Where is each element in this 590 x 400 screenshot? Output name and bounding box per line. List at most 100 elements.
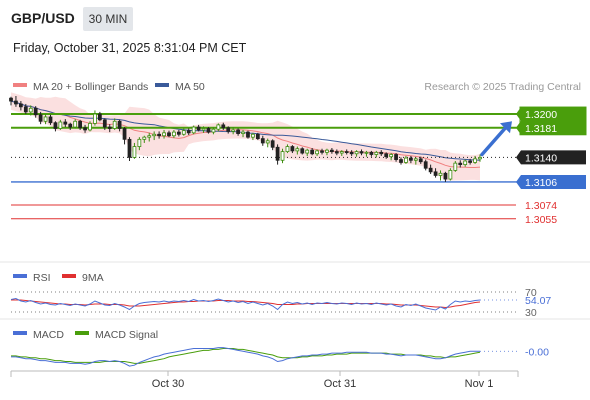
candle-body	[374, 151, 379, 155]
ma9-legend-swatch	[62, 274, 76, 278]
candle-body	[369, 151, 374, 155]
candle-body	[334, 151, 339, 154]
ma50-line	[10, 100, 481, 161]
candle-body	[285, 146, 290, 153]
macd-last-label: -0.00	[525, 346, 549, 358]
level-label-support: 1.3055	[525, 214, 557, 226]
candle-body	[147, 135, 152, 138]
level-tag-pivot	[516, 174, 586, 189]
level-label-resistance: 1.3200	[525, 109, 557, 121]
candle-body	[344, 151, 349, 154]
candle-body	[68, 123, 73, 128]
candle-body	[458, 162, 463, 166]
candle-body	[112, 120, 117, 129]
candle-body	[23, 106, 28, 113]
candle-body	[137, 138, 142, 147]
forecast-arrow-head	[500, 121, 512, 134]
candle-body	[409, 157, 413, 161]
level-tag-resistance	[516, 107, 586, 122]
candle-body	[404, 157, 408, 163]
candle-body	[152, 133, 157, 137]
candle-body	[478, 156, 482, 160]
level-label-support: 1.3074	[525, 200, 557, 212]
candle-body	[379, 151, 384, 155]
macd-panel: -0.00	[11, 346, 549, 367]
x-tick-label: Oct 30	[152, 378, 184, 390]
candle-body	[78, 120, 82, 129]
candle-body	[221, 124, 226, 129]
candle-body	[83, 127, 87, 131]
level-tag-last-price	[516, 150, 586, 165]
level-tag-resistance	[516, 120, 586, 135]
candle-body	[38, 114, 43, 122]
candle-body	[463, 160, 468, 166]
candle-body	[14, 100, 18, 105]
candle-body	[389, 154, 394, 158]
level-label-pivot: 1.3106	[525, 177, 557, 189]
candle-body	[295, 148, 300, 152]
ma20-legend-swatch	[13, 83, 27, 87]
macd-legend-swatch	[13, 331, 27, 335]
bollinger-band	[11, 92, 480, 181]
candle-body	[236, 129, 240, 134]
candle-body	[196, 126, 201, 131]
candle-body	[63, 121, 68, 125]
candle-body	[97, 113, 102, 121]
candle-body	[251, 133, 255, 138]
candle-body	[211, 128, 216, 133]
candle-body	[275, 146, 280, 161]
candle-body	[216, 124, 221, 130]
candle-body	[43, 116, 48, 122]
candle-body	[33, 107, 38, 116]
candle-body	[226, 127, 231, 132]
candle-body	[18, 103, 23, 108]
timeframe-badge[interactable]: 30 MIN	[83, 7, 133, 31]
candle-body	[473, 158, 477, 163]
ma9-legend-label: 9MA	[82, 272, 104, 284]
candle-body	[260, 138, 265, 144]
level-label-resistance: 1.3181	[525, 123, 557, 135]
x-tick-label: Nov 1	[465, 378, 494, 390]
credit-text: Research © 2025 Trading Central	[424, 81, 581, 93]
candle-body	[246, 131, 250, 138]
candle-body	[339, 151, 344, 154]
rsi-last-label: 54.07	[525, 295, 551, 307]
candle-body	[48, 116, 53, 124]
candle-body	[384, 153, 389, 158]
candle-body	[206, 128, 211, 133]
candle-body	[107, 126, 112, 129]
candle-body	[132, 146, 137, 158]
candle-body	[330, 149, 334, 153]
candle-body	[423, 161, 428, 169]
candle-body	[428, 167, 433, 173]
candle-body	[468, 160, 473, 163]
ma9-line	[11, 299, 481, 309]
forecast-arrow-shaft	[480, 125, 508, 157]
ma20-legend-label: MA 20 + Bollinger Bands	[33, 81, 148, 93]
candle-body	[162, 132, 166, 137]
rsi-level-label: 30	[525, 307, 537, 319]
candle-body	[231, 129, 236, 132]
macd-legend-label: MACD	[33, 329, 64, 341]
candle-body	[443, 172, 448, 180]
candle-body	[290, 146, 295, 152]
instrument-title: GBP/USD	[11, 10, 75, 26]
candle-body	[255, 133, 260, 140]
macd-signal-line	[11, 348, 481, 364]
candle-body	[448, 169, 453, 180]
candle-body	[28, 107, 33, 113]
macd-line	[11, 347, 480, 367]
candle-body	[265, 140, 270, 144]
candle-body	[280, 151, 285, 161]
candle-body	[305, 149, 310, 154]
candle-body	[241, 131, 245, 134]
candle-body	[73, 120, 78, 128]
candle-body	[453, 162, 458, 171]
candle-body	[201, 128, 206, 131]
candle-body	[176, 131, 181, 135]
rsi-level-label: 70	[525, 287, 537, 299]
rsi-legend-label: RSI	[33, 272, 51, 284]
candle-body	[186, 130, 191, 134]
candle-body	[58, 121, 63, 129]
rsi-legend-swatch	[13, 274, 27, 278]
